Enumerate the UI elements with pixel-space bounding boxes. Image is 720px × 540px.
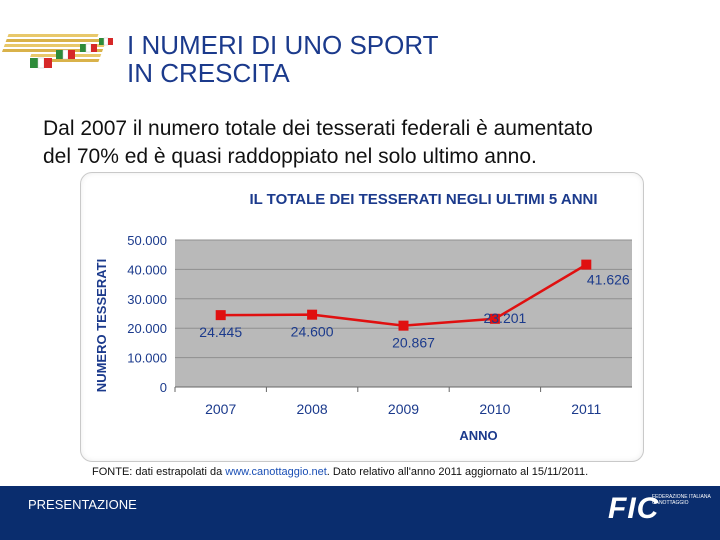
- data-point: [581, 259, 592, 270]
- data-point: [398, 320, 409, 331]
- footer-label: PRESENTAZIONE: [28, 497, 137, 512]
- y-tick-label: 40.000: [127, 262, 167, 277]
- x-axis-label: ANNO: [459, 428, 497, 443]
- intro-line-2: del 70% ed è quasi raddoppiato nel solo …: [43, 145, 537, 168]
- x-tick-label: 2010: [479, 401, 510, 417]
- data-label: 20.867: [392, 335, 435, 351]
- chart-title: IL TOTALE DEI TESSERATI NEGLI ULTIMI 5 A…: [249, 191, 597, 208]
- title-line-1: I NUMERI DI UNO SPORT: [127, 30, 439, 60]
- y-tick-label: 50.000: [127, 233, 167, 248]
- source-suffix: . Dato relativo all'anno 2011 aggiornato…: [326, 466, 589, 478]
- y-tick-label: 0: [160, 380, 167, 395]
- plot-area: [175, 240, 632, 387]
- title-line-2: IN CRESCITA: [127, 58, 290, 88]
- data-point: [307, 309, 318, 320]
- intro-text: Dal 2007 il numero totale dei tesserati …: [43, 115, 703, 171]
- fic-logo-subtitle: FEDERAZIONE ITALIANA CANOTTAGGIO: [652, 494, 711, 506]
- data-point: [489, 313, 500, 324]
- source-note: FONTE: dati estrapolati da www.canottagg…: [92, 466, 588, 478]
- logo-stripes: [1, 34, 113, 69]
- data-point: [215, 310, 226, 321]
- x-tick-label: 2007: [205, 401, 236, 417]
- x-tick-label: 2009: [388, 401, 419, 417]
- fic-logo: FIC: [608, 492, 660, 525]
- y-tick-label: 30.000: [127, 292, 167, 307]
- data-label: 24.600: [291, 324, 334, 340]
- data-label: 41.626: [587, 272, 630, 288]
- line-chart: IL TOTALE DEI TESSERATI NEGLI ULTIMI 5 A…: [94, 191, 632, 443]
- source-link[interactable]: www.canottaggio.net: [225, 466, 327, 478]
- x-tick-label: 2008: [297, 401, 328, 417]
- data-label: 24.445: [199, 324, 242, 340]
- data-label: 23.201: [483, 310, 526, 326]
- footer-bar: PRESENTAZIONE FIC FEDERAZIONE ITALIANA C…: [0, 486, 720, 540]
- y-tick-label: 20.000: [127, 321, 167, 336]
- source-prefix: FONTE: dati estrapolati da: [92, 466, 226, 478]
- x-tick-label: 2011: [571, 401, 601, 417]
- y-tick-label: 10.000: [127, 351, 167, 366]
- intro-line-1: Dal 2007 il numero totale dei tesserati …: [43, 117, 593, 140]
- page-title: I NUMERI DI UNO SPORT IN CRESCITA: [127, 31, 439, 87]
- y-axis-label: NUMERO TESSERATI: [94, 259, 109, 392]
